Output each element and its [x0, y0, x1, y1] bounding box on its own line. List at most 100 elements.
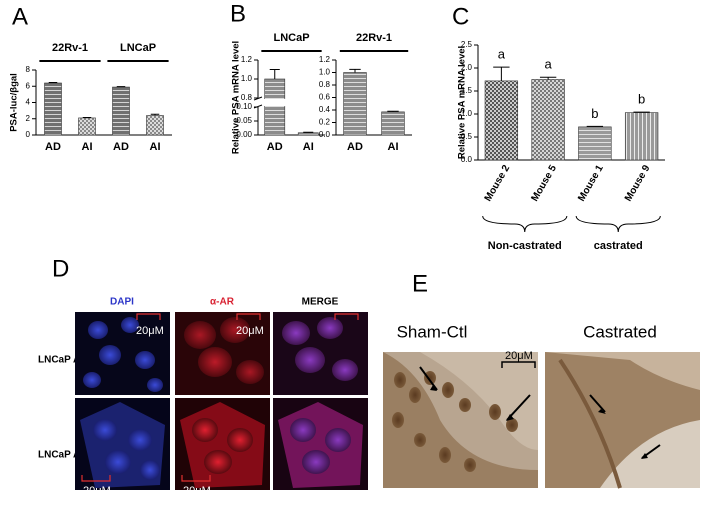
y-tick-label: 6 — [26, 81, 31, 90]
y-tick-label: 0.00 — [236, 130, 252, 139]
bar — [78, 117, 96, 136]
y-tick-label: 1.2 — [241, 55, 253, 64]
y-axis-label: Relative PSA mRNA level — [231, 41, 242, 154]
error-bar — [539, 76, 557, 80]
scale-label: 20μM — [236, 325, 264, 337]
annotation: b — [591, 106, 598, 121]
group-label: Non-castrated — [488, 240, 562, 252]
y-tick-label: 4 — [26, 98, 31, 107]
group-label: castrated — [594, 240, 643, 252]
y-tick-label: 2.0 — [461, 63, 473, 72]
bar — [531, 79, 565, 161]
y-axis-label: Relative PSA mRNA level — [457, 46, 468, 159]
bar — [297, 132, 319, 136]
y-tick-label: 0.8 — [241, 93, 253, 102]
group-label: LNCaP — [273, 32, 309, 44]
bar — [112, 86, 130, 136]
bar — [264, 78, 286, 136]
bar — [578, 126, 612, 161]
axis-break — [255, 99, 325, 106]
error-bar — [303, 131, 314, 133]
group-brace — [482, 215, 568, 233]
scale-label: 20μM — [83, 485, 111, 497]
y-tick-label: 2.5 — [461, 40, 473, 49]
y-tick-label: 0.0 — [319, 130, 331, 139]
error-bar — [349, 68, 361, 73]
micrograph — [175, 312, 270, 395]
bar — [484, 80, 519, 161]
x-tick-label: Mouse 9 — [623, 163, 653, 204]
y-tick-label: 1.0 — [319, 68, 331, 77]
column-header: Castrated — [583, 322, 657, 341]
column-header: Sham-Ctl — [397, 322, 468, 341]
group-label: 22Rv-1 — [52, 42, 88, 54]
y-tick-label: 2 — [26, 114, 31, 123]
scale-label: 20μM — [136, 325, 164, 337]
micrograph — [383, 352, 538, 488]
scale-label: 20μM — [505, 350, 533, 362]
x-tick-label: AD — [45, 141, 61, 153]
x-tick-label: AI — [82, 141, 93, 153]
annotation: a — [545, 57, 553, 72]
error-bar — [150, 113, 160, 116]
panel-letter: D — [52, 255, 69, 282]
annotation: b — [638, 92, 645, 107]
error-bar — [493, 66, 510, 81]
error-bar — [387, 110, 399, 112]
x-tick-label: AI — [303, 141, 314, 153]
x-tick-label: AD — [347, 141, 363, 153]
y-axis-label: PSA-luc/βgal — [9, 73, 20, 132]
micrograph — [175, 398, 270, 490]
panel-letter: A — [12, 3, 28, 30]
x-tick-label: AD — [113, 141, 129, 153]
panel-d: D DAPI α-AR MERGE LNCaP AD LNCaP AI 20μM… — [38, 255, 368, 497]
x-tick-label: Mouse 5 — [529, 163, 559, 204]
y-tick-label: 0.10 — [236, 102, 252, 111]
y-tick-label: 0 — [26, 130, 31, 139]
x-tick-label: AI — [150, 141, 161, 153]
row-label: LNCaP AD — [38, 355, 87, 366]
micrograph — [273, 312, 368, 395]
scale-label: 20μM — [183, 485, 211, 497]
y-tick-label: 0.6 — [319, 93, 331, 102]
panel-letter: B — [230, 0, 246, 27]
y-tick-label: 0.4 — [319, 105, 331, 114]
scale-bar — [81, 313, 359, 482]
group-label: LNCaP — [120, 42, 156, 54]
y-tick-label: 0.5 — [461, 132, 473, 141]
x-tick-label: AD — [267, 141, 283, 153]
y-tick-label: 1.2 — [319, 55, 331, 64]
micrograph — [75, 398, 170, 490]
micrograph — [273, 398, 368, 490]
x-tick-label: Mouse 1 — [576, 163, 606, 204]
bar — [44, 82, 62, 136]
y-tick-label: 0.0 — [461, 155, 473, 164]
panel-letter: C — [452, 3, 469, 30]
micrograph — [75, 312, 170, 395]
y-tick-label: 0.2 — [319, 118, 331, 127]
bar — [146, 115, 164, 136]
error-bar — [269, 69, 280, 79]
y-tick-label: 1.5 — [461, 86, 473, 95]
column-header: DAPI — [110, 297, 134, 308]
y-tick-label: 1.0 — [461, 109, 473, 118]
y-tick-label: 1.0 — [241, 74, 253, 83]
micrograph — [545, 352, 700, 489]
annotation: a — [498, 47, 506, 62]
group-brace — [575, 215, 661, 233]
break-mark — [253, 96, 263, 109]
bar — [381, 111, 405, 136]
x-tick-label: AI — [388, 141, 399, 153]
y-tick-label: 0.05 — [236, 116, 252, 125]
y-tick-label: 0.8 — [319, 80, 331, 89]
bar — [343, 72, 367, 136]
row-label: LNCaP AI — [38, 450, 83, 461]
panel-letter: E — [412, 270, 428, 297]
column-header: MERGE — [302, 297, 339, 308]
group-label: 22Rv-1 — [356, 32, 392, 44]
panel-e: E Sham-Ctl Castrated 20μM — [383, 270, 700, 489]
y-tick-label: 8 — [26, 65, 31, 74]
x-tick-label: Mouse 2 — [483, 163, 513, 204]
bar — [624, 112, 659, 161]
